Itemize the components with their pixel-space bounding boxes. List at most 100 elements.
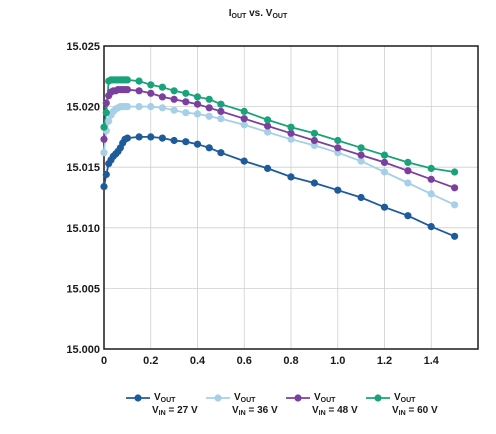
data-point-series-3 <box>100 135 108 143</box>
y-tick-label: 15.000 <box>66 344 100 356</box>
data-point-series-4 <box>404 158 412 166</box>
data-point-series-4 <box>102 109 110 117</box>
data-point-series-3 <box>158 93 166 101</box>
data-point-series-3 <box>102 99 110 107</box>
data-point-series-1 <box>217 149 225 157</box>
legend-label-line1: VOUT <box>394 392 416 404</box>
series-line-1 <box>103 136 455 238</box>
x-tick-label: 0.8 <box>283 355 298 367</box>
y-tick-label: 15.010 <box>66 223 100 235</box>
data-point-series-2 <box>451 201 459 209</box>
data-point-series-1 <box>240 157 248 165</box>
data-point-series-4 <box>310 129 318 137</box>
x-tick-label: 0 <box>101 355 107 367</box>
data-point-series-4 <box>158 83 166 91</box>
legend-marker <box>374 394 382 402</box>
data-point-series-4 <box>217 100 225 108</box>
data-point-series-3 <box>170 95 178 103</box>
data-point-series-2 <box>123 103 131 111</box>
data-point-series-1 <box>123 134 131 142</box>
data-point-series-1 <box>451 232 459 240</box>
data-point-series-3 <box>240 115 248 123</box>
data-point-series-4 <box>380 151 389 159</box>
legend-marker <box>294 394 302 402</box>
legend-label-line2: VIN = 36 V <box>232 405 278 417</box>
data-point-series-4 <box>240 107 248 115</box>
legend-marker <box>134 394 142 402</box>
data-point-series-4 <box>205 95 213 103</box>
series-lines <box>103 79 455 238</box>
data-point-series-1 <box>264 164 272 172</box>
data-point-series-3 <box>287 129 295 137</box>
data-point-series-4 <box>427 164 435 172</box>
grid-lines <box>103 45 478 350</box>
x-tick-label: 0.2 <box>143 355 158 367</box>
data-point-series-4 <box>193 93 202 101</box>
data-point-series-2 <box>147 103 155 111</box>
data-point-series-1 <box>380 203 389 211</box>
legend-label-line1: VOUT <box>314 392 336 404</box>
y-tick-label: 15.005 <box>66 283 100 295</box>
data-point-series-1 <box>193 140 202 148</box>
data-point-series-4 <box>357 144 365 152</box>
data-point-series-4 <box>264 116 272 124</box>
data-point-series-4 <box>451 168 459 176</box>
data-point-series-2 <box>287 135 295 143</box>
data-point-series-3 <box>182 98 190 106</box>
data-point-series-2 <box>193 110 202 118</box>
data-point-series-1 <box>102 170 110 179</box>
data-point-series-4 <box>334 136 342 145</box>
data-point-series-2 <box>105 117 113 125</box>
data-point-series-2 <box>264 128 272 136</box>
data-point-series-3 <box>357 151 365 159</box>
series-line-2 <box>103 105 455 206</box>
x-tick-label: 1.4 <box>424 355 440 367</box>
data-point-series-2 <box>427 190 435 198</box>
legend-label-line2: VIN = 48 V <box>312 405 358 417</box>
data-point-series-3 <box>451 184 459 192</box>
x-tick-label: 1.0 <box>330 355 345 367</box>
y-axis-ticks: 15.000 15.005 15.010 15.015 15.020 15.025 <box>66 41 100 356</box>
data-point-series-1 <box>182 138 190 146</box>
data-point-series-2 <box>404 179 412 187</box>
x-tick-label: 1.2 <box>377 355 392 367</box>
data-point-series-4 <box>123 76 131 84</box>
data-point-series-1 <box>404 212 412 220</box>
data-point-series-1 <box>357 193 365 202</box>
data-point-series-3 <box>147 89 155 97</box>
data-point-series-1 <box>334 186 342 194</box>
legend-label-line1: VOUT <box>234 392 256 404</box>
data-point-series-1 <box>147 133 155 141</box>
data-point-series-2 <box>135 103 143 111</box>
data-point-series-3 <box>404 167 412 175</box>
data-point-series-3 <box>123 86 131 94</box>
data-point-series-2 <box>240 121 248 129</box>
data-point-series-3 <box>264 122 272 130</box>
data-point-series-1 <box>170 136 178 145</box>
series-line-4 <box>103 79 455 173</box>
data-point-series-4 <box>182 89 190 97</box>
chart-title: IOUT vs. VOUT <box>229 8 288 20</box>
data-point-series-3 <box>205 104 213 112</box>
data-point-series-1 <box>287 173 295 181</box>
legend-label-line2: VIN = 27 V <box>152 405 198 417</box>
legend-marker <box>214 394 222 402</box>
data-point-series-3 <box>310 136 318 145</box>
data-point-series-2 <box>100 149 108 157</box>
data-point-series-4 <box>100 123 108 131</box>
data-point-series-3 <box>334 144 342 152</box>
data-point-series-2 <box>380 168 389 176</box>
data-point-series-1 <box>427 223 435 231</box>
data-point-series-3 <box>135 87 143 95</box>
data-point-series-4 <box>147 81 155 89</box>
data-point-series-1 <box>310 179 318 187</box>
data-point-series-1 <box>100 183 108 191</box>
series-points <box>100 76 459 240</box>
data-point-series-4 <box>287 123 295 131</box>
